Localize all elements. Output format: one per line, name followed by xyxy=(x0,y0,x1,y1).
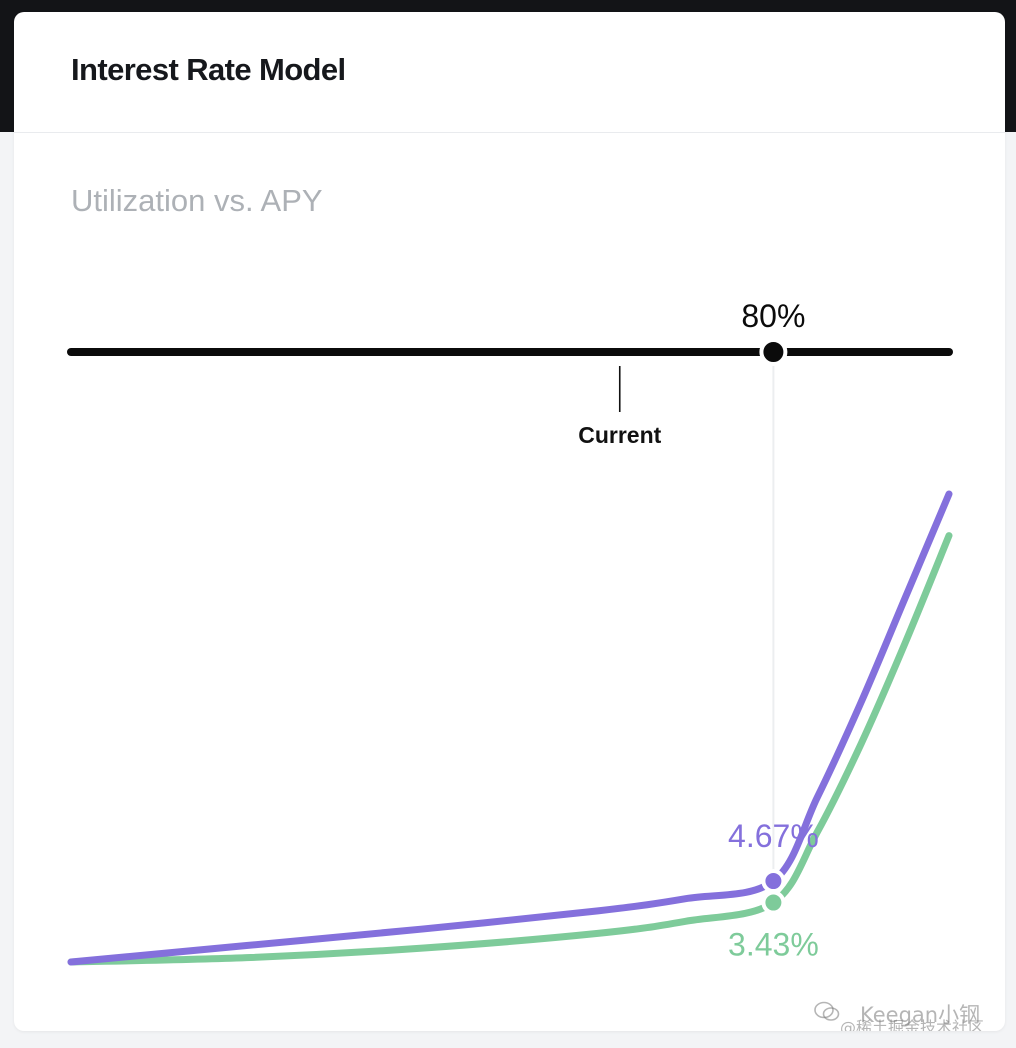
current-marker-label: Current xyxy=(578,422,661,448)
wechat-icon xyxy=(814,1001,840,1021)
series-line-1 xyxy=(67,532,953,966)
card-header: Interest Rate Model xyxy=(14,12,1005,133)
series-line-0 xyxy=(67,490,953,966)
watermark-author: Keegan小钢 xyxy=(860,1003,981,1027)
annotation-point-0 xyxy=(761,869,786,894)
annotation-point-1 xyxy=(761,890,786,915)
annotation-label-1: 3.43% xyxy=(728,927,819,963)
annotation-label-0: 4.67% xyxy=(728,818,819,854)
interest-rate-card: Interest Rate Model Utilization vs. APY … xyxy=(14,12,1005,1031)
watermark-community: @稀土掘金技术社区 xyxy=(840,1018,985,1031)
selected-utilization-label: 80% xyxy=(741,298,805,334)
watermark: Keegan小钢 @稀土掘金技术社区 xyxy=(814,997,1005,1031)
utilization-slider-handle[interactable] xyxy=(759,338,788,366)
card-title: Interest Rate Model xyxy=(71,52,346,87)
chart-subtitle: Utilization vs. APY xyxy=(71,183,323,218)
interest-rate-chart: Current 80% 4.67% 3.43% xyxy=(67,298,953,966)
